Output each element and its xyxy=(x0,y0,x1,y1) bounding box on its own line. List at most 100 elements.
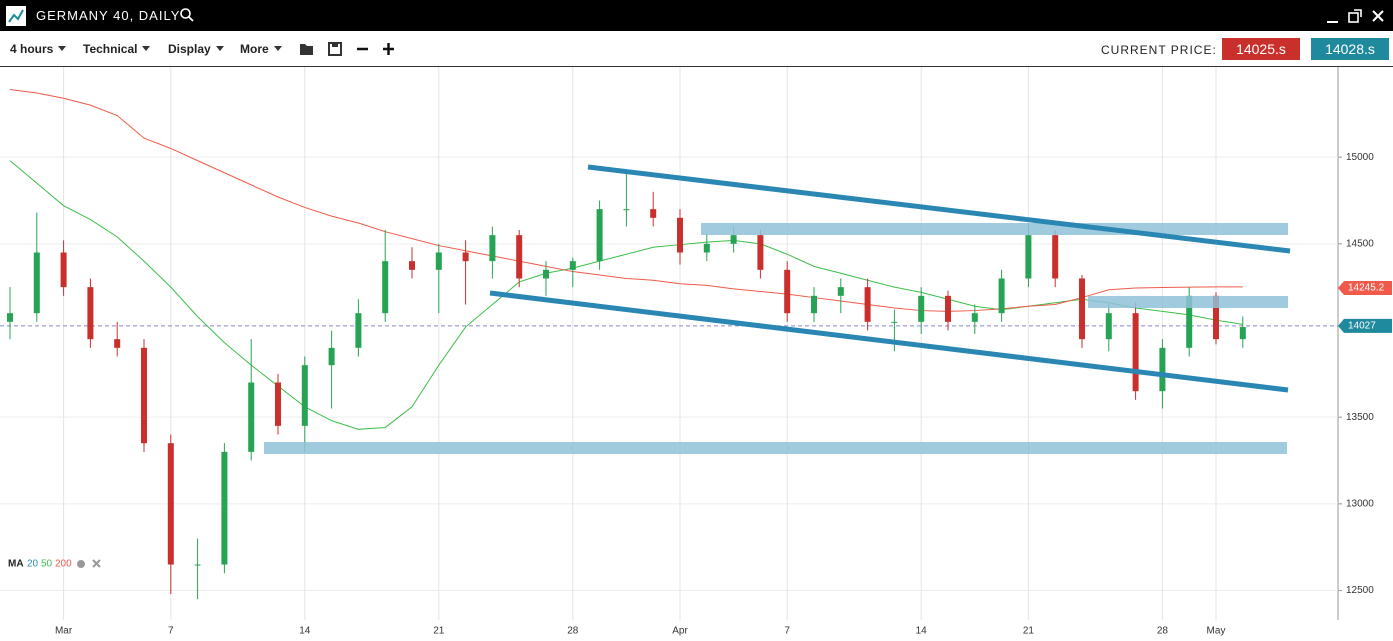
ma-legend-period: 20 xyxy=(27,559,39,570)
candle-body xyxy=(301,365,308,426)
x-tick-label: 28 xyxy=(1157,626,1169,637)
candle-body xyxy=(194,564,201,566)
candle-body xyxy=(489,235,496,262)
y-tick-label: 15000 xyxy=(1346,152,1374,163)
channel-line xyxy=(489,290,1289,393)
candle-body xyxy=(1052,235,1059,279)
timeframe-menu[interactable]: 4 hours xyxy=(10,42,66,56)
resistance-zone xyxy=(1088,296,1288,308)
toolbar: 4 hours Technical Display More CURRENT P… xyxy=(0,31,1393,67)
ma-legend-label: MA xyxy=(8,559,24,570)
candle-body xyxy=(730,235,737,244)
ma-legend-period: 50 xyxy=(41,559,53,570)
x-tick-label: 7 xyxy=(784,626,790,637)
candle-body xyxy=(221,451,228,565)
candle-body xyxy=(33,252,40,314)
ask-price[interactable]: 14028.s xyxy=(1311,38,1389,60)
chart: 12500 13000 13500 14500 15000 Mar 7 14 21 28 Apr 7 1… xyxy=(0,67,1392,637)
candle-body xyxy=(114,339,121,348)
y-tick-label: 14500 xyxy=(1346,238,1374,249)
price-tag-label: 14027 xyxy=(1348,320,1376,331)
candle-body xyxy=(1105,313,1112,340)
candle-body xyxy=(7,313,13,322)
x-tick-label: May xyxy=(1207,626,1226,637)
candle-body xyxy=(811,295,817,314)
candle-body xyxy=(1213,295,1219,340)
ma-legend-period: 200 xyxy=(55,559,72,570)
candle-body xyxy=(60,252,67,288)
candle-body xyxy=(998,278,1005,314)
x-tick-label: 21 xyxy=(433,626,445,637)
x-tick-label: 28 xyxy=(567,626,579,637)
technical-menu[interactable]: Technical xyxy=(83,42,150,56)
y-tick-label: 13500 xyxy=(1346,412,1374,423)
drawings xyxy=(264,164,1291,454)
settings-icon[interactable] xyxy=(77,560,85,568)
more-menu[interactable]: More xyxy=(240,42,282,56)
candle-body xyxy=(248,382,255,452)
y-tick-label: 13000 xyxy=(1346,498,1374,509)
price-tag-label: 14245.2 xyxy=(1348,283,1385,294)
marks xyxy=(7,89,1246,600)
x-tick-label: 7 xyxy=(168,626,174,637)
candle-body xyxy=(328,347,335,366)
toolbar-icons[interactable] xyxy=(298,41,398,57)
candle-body xyxy=(275,382,281,426)
window-controls[interactable] xyxy=(1325,8,1387,24)
support-zone xyxy=(264,442,1287,454)
candle-body xyxy=(1025,235,1032,279)
candle-body xyxy=(784,269,791,314)
price-tag xyxy=(1338,280,1392,295)
price-tags: 14245.2 14027 xyxy=(1338,280,1392,333)
candle-body xyxy=(918,295,925,322)
candle-body xyxy=(891,321,898,323)
candle-body xyxy=(757,235,764,270)
candle-body xyxy=(945,295,951,322)
channel-line xyxy=(587,164,1291,254)
candle-body xyxy=(971,313,978,322)
bid-price[interactable]: 14025.s xyxy=(1222,38,1300,60)
candle-body xyxy=(167,443,174,565)
resistance-zone xyxy=(701,223,1288,235)
candle-body xyxy=(837,287,844,296)
search-icon[interactable] xyxy=(180,8,194,22)
candle-body xyxy=(462,252,469,262)
x-tick-label: 14 xyxy=(299,626,311,637)
grid: 12500 13000 13500 14500 15000 Mar 7 14 21 28 Apr 7 1… xyxy=(0,67,1374,637)
title-bar: GERMANY 40, DAILY xyxy=(0,0,1393,31)
candle-body xyxy=(677,217,683,253)
candle-body xyxy=(650,209,657,218)
candle-body xyxy=(864,287,871,322)
ma-legend: MA 20 50 200 xyxy=(8,559,101,570)
ma-line xyxy=(9,160,1243,430)
candle-body xyxy=(1239,327,1246,340)
candle-body xyxy=(409,261,415,270)
x-tick-label: Apr xyxy=(672,626,688,637)
price-tag xyxy=(1338,318,1392,333)
candle-body xyxy=(141,347,147,444)
candle-body xyxy=(355,313,362,348)
chart-title: GERMANY 40, DAILY xyxy=(36,8,181,23)
close-icon[interactable] xyxy=(92,559,101,568)
x-tick-label: 21 xyxy=(1023,626,1035,637)
current-price-label: CURRENT PRICE: xyxy=(1101,43,1217,57)
candle-body xyxy=(543,269,549,279)
app-logo xyxy=(6,6,26,26)
candle-body xyxy=(1159,347,1166,392)
candle-body xyxy=(1079,278,1085,340)
candle-body xyxy=(516,235,523,279)
display-menu[interactable]: Display xyxy=(168,42,224,56)
ma-line xyxy=(9,89,1243,312)
candle-body xyxy=(703,243,710,253)
x-tick-label: Mar xyxy=(55,626,73,637)
candle-body xyxy=(382,261,389,314)
candle-body xyxy=(1132,313,1139,392)
candle-body xyxy=(596,209,603,262)
candle-body xyxy=(87,287,94,340)
y-tick-label: 12500 xyxy=(1346,585,1374,596)
candle-body xyxy=(435,252,442,270)
candle-body xyxy=(623,209,630,211)
candle-body xyxy=(569,261,576,270)
x-tick-label: 14 xyxy=(916,626,928,637)
